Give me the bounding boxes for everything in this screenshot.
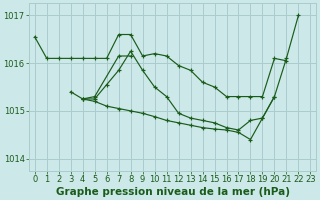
X-axis label: Graphe pression niveau de la mer (hPa): Graphe pression niveau de la mer (hPa) bbox=[56, 187, 290, 197]
